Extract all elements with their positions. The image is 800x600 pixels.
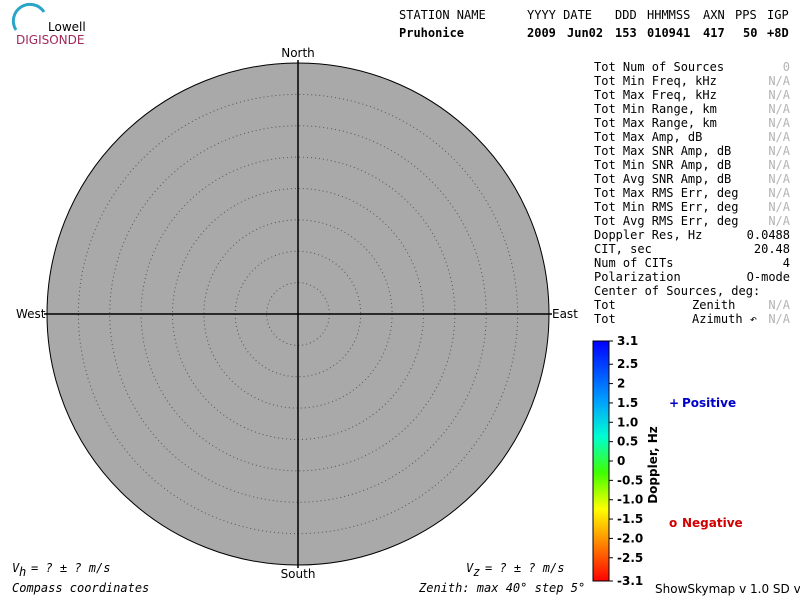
header-value: +8D	[767, 26, 789, 40]
velocity-sub: z	[473, 565, 480, 579]
stat-value: N/A	[768, 200, 790, 214]
center-group: Tot	[594, 298, 616, 312]
stat-value: N/A	[768, 102, 790, 116]
stat-value: N/A	[768, 88, 790, 102]
direction-label: West	[16, 307, 46, 321]
header-value: 50	[743, 26, 757, 40]
stat-value: N/A	[768, 130, 790, 144]
colorbar-tick-label: -1.5	[617, 512, 643, 526]
stat-label: Doppler Res, Hz	[594, 228, 702, 242]
colorbar-tick-label: 1.5	[617, 396, 638, 410]
legend-marker: +	[669, 396, 679, 410]
center-heading: Center of Sources, deg:	[594, 284, 760, 298]
stat-value: O-mode	[747, 270, 790, 284]
stat-value: N/A	[768, 144, 790, 158]
velocity-text: = ? ± ? m/s	[31, 561, 110, 575]
stat-value: N/A	[768, 214, 790, 228]
stat-label: Tot Min Freq, kHz	[594, 74, 717, 88]
velocity-sub: h	[19, 565, 26, 579]
center-value: N/A	[768, 312, 790, 326]
legend-label: Negative	[682, 516, 743, 530]
stat-value: N/A	[768, 74, 790, 88]
direction-label: North	[281, 46, 315, 60]
direction-label: East	[552, 307, 578, 321]
header-column: STATION NAME	[399, 8, 486, 22]
stat-value: N/A	[768, 158, 790, 172]
header-column: AXN	[703, 8, 725, 22]
velocity-symbol: V	[12, 561, 20, 575]
center-label: Azimuth ↶	[692, 312, 757, 326]
direction-label: South	[281, 567, 316, 581]
stat-value: 4	[783, 256, 790, 270]
header-value: Jun02	[567, 26, 603, 40]
colorbar-label: Doppler, Hz	[646, 426, 660, 504]
header-value: Pruhonice	[399, 26, 464, 40]
stat-label: Num of CITs	[594, 256, 673, 270]
logo-top: Lowell	[48, 20, 86, 34]
stat-label: Tot Max SNR Amp, dB	[594, 144, 731, 158]
colorbar-tick-label: -0.5	[617, 473, 643, 487]
header-value: 153	[615, 26, 637, 40]
center-label: Zenith	[692, 298, 735, 312]
stat-value: 20.48	[754, 242, 790, 256]
center-value: N/A	[768, 298, 790, 312]
header-column: PPS	[735, 8, 757, 22]
center-group: Tot	[594, 312, 616, 326]
stat-value: N/A	[768, 172, 790, 186]
legend-marker: o	[669, 516, 677, 530]
header-value: 2009	[527, 26, 556, 40]
header-value: 417	[703, 26, 725, 40]
stat-value: N/A	[768, 116, 790, 130]
colorbar	[592, 340, 610, 582]
stat-label: Tot Avg SNR Amp, dB	[594, 172, 731, 186]
header-column: DDD	[615, 8, 637, 22]
stat-label: Tot Min SNR Amp, dB	[594, 158, 731, 172]
header-column: YYYY DATE	[527, 8, 592, 22]
stat-label: Tot Avg RMS Err, deg	[594, 214, 739, 228]
colorbar-tick-label: 3.1	[617, 334, 638, 348]
stat-label: Tot Max Freq, kHz	[594, 88, 717, 102]
velocity-symbol: V	[466, 561, 474, 575]
stat-value: 0.0488	[747, 228, 790, 242]
colorbar-tick-label: 0	[617, 454, 625, 468]
velocity-text: = ? ± ? m/s	[485, 561, 564, 575]
logo-bottom: DIGISONDE	[16, 33, 84, 47]
legend-label: Positive	[682, 396, 736, 410]
version-label: ShowSkymap v 1.0 SD v 5.0	[655, 582, 800, 596]
colorbar-tick-label: -3.1	[617, 574, 643, 588]
zenith-label: Zenith: max 40° step 5°	[418, 581, 585, 595]
stat-label: Tot Min Range, km	[594, 102, 717, 116]
stat-label: Tot Max RMS Err, deg	[594, 186, 739, 200]
colorbar-tick-label: -2.5	[617, 551, 643, 565]
stat-label: CIT, sec	[594, 242, 652, 256]
colorbar-tick-label: 2	[617, 377, 625, 391]
stat-value: 0	[783, 60, 790, 74]
colorbar-tick-label: 0.5	[617, 435, 638, 449]
stat-value: N/A	[768, 186, 790, 200]
stat-label: Polarization	[594, 270, 681, 284]
colorbar-tick-label: 1.0	[617, 415, 638, 429]
colorbar-tick-label: 2.5	[617, 357, 638, 371]
colorbar-tick-label: -2.0	[617, 531, 643, 545]
header-value: 010941	[647, 26, 690, 40]
header-column: IGP	[767, 8, 789, 22]
coords-label: Compass coordinates	[12, 581, 149, 595]
logo-arc	[11, 2, 46, 31]
stat-label: Tot Max Range, km	[594, 116, 717, 130]
colorbar-tick-label: -1.0	[617, 493, 643, 507]
header-column: HHMMSS	[647, 8, 690, 22]
stat-label: Tot Num of Sources	[594, 60, 724, 74]
stat-label: Tot Min RMS Err, deg	[594, 200, 739, 214]
stat-label: Tot Max Amp, dB	[594, 130, 702, 144]
